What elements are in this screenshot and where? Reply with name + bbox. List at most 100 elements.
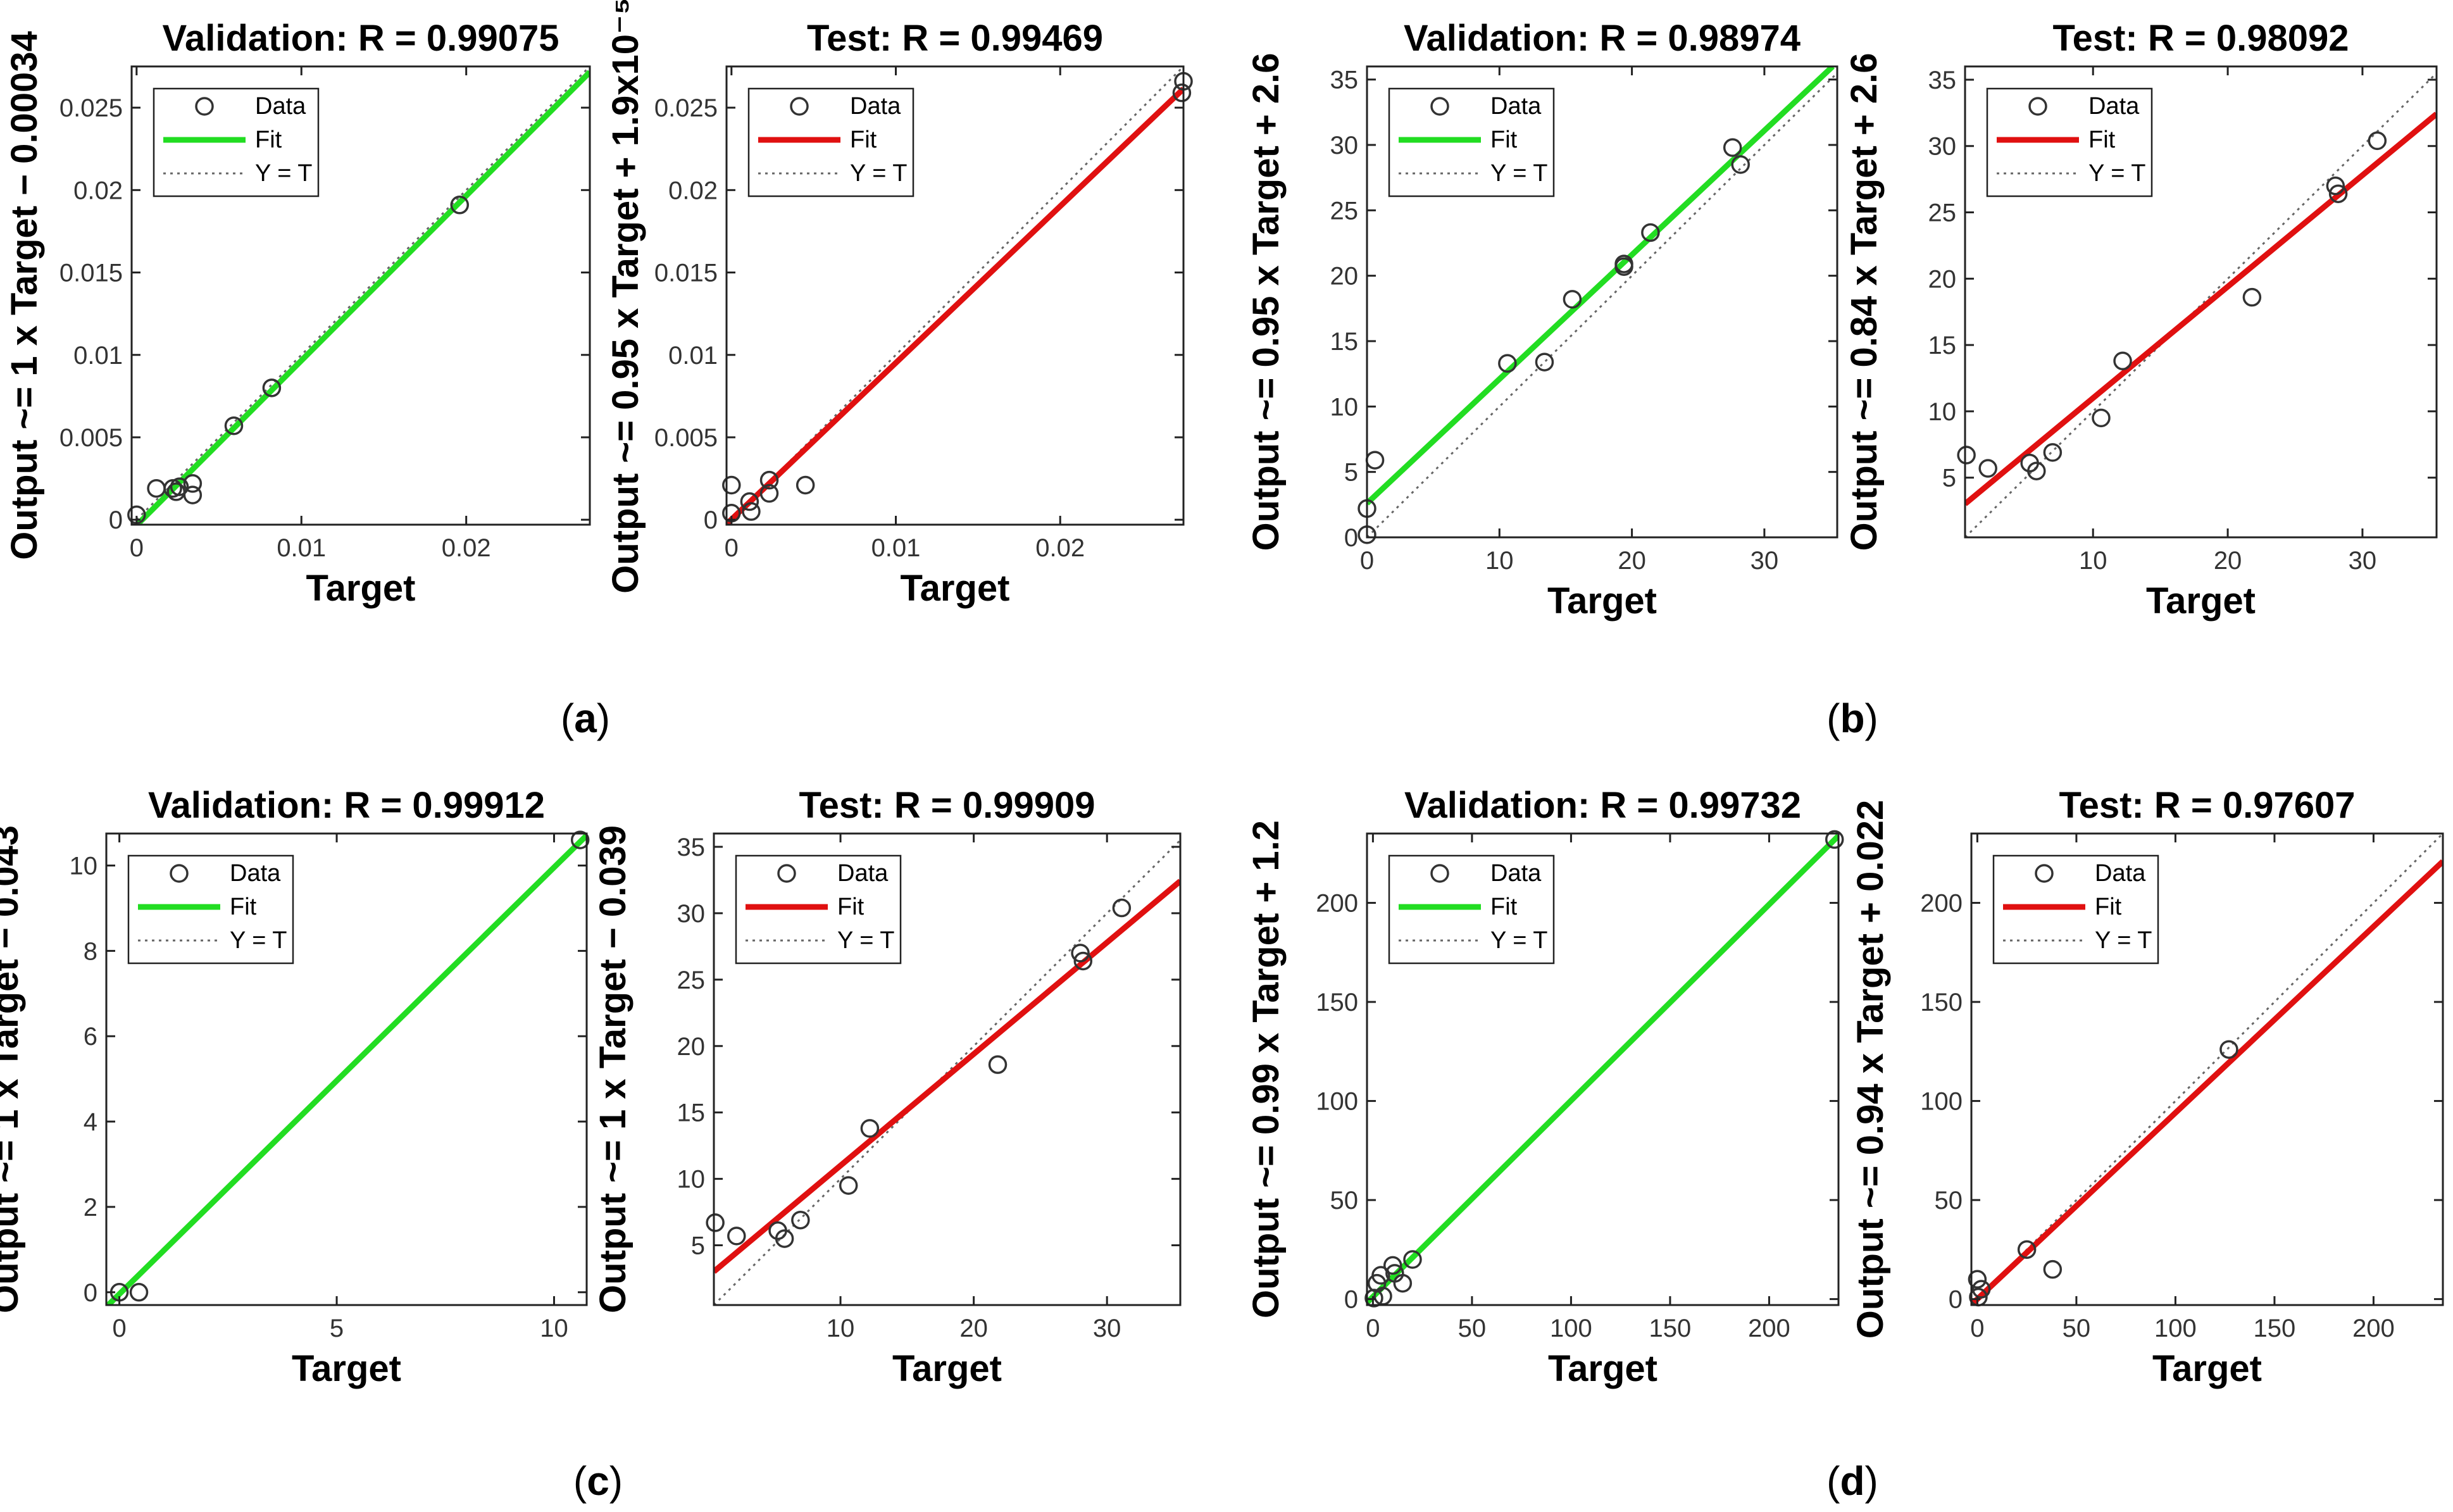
y-tick-label: 15 [1928,332,1957,359]
fit-line [106,834,587,1305]
x-tick-label: 10 [540,1315,568,1342]
data-point [988,1055,1008,1074]
y-tick-label: 20 [1330,263,1359,291]
y-tick-label: 0 [704,506,718,534]
y-tick-label: 35 [677,834,706,861]
data-point [1112,898,1132,918]
y-tick-label: 50 [1935,1187,1963,1215]
x-tick-label: 0 [1970,1315,1984,1342]
y-tick-label: 0.015 [59,259,123,287]
chart-title: Validation: R = 0.99075 [162,18,559,59]
y-tick-label: 0.005 [59,424,123,452]
legend-marker-data [1430,864,1449,883]
x-tick-label: 0 [1366,1315,1380,1342]
legend: Data Fit Y = T [1992,854,2159,965]
chart-title: Validation: R = 0.98974 [1404,18,1801,59]
chart-panel-b-validation: 0 10 20 30 0 5 10 15 20 25 30 35 Validation: R = 0.9… [1245,18,1838,622]
axes-frame [1366,65,1838,539]
data-point [2328,184,2348,203]
x-tick-label: 30 [1093,1315,1121,1342]
data-point [570,830,590,849]
legend-marker-data [1430,97,1449,116]
x-axis-label: Target [306,568,416,609]
data-point [262,378,282,397]
x-axis-label: Target [2152,1348,2262,1389]
data-point [183,485,203,504]
data-point [727,1227,746,1246]
x-tick-label: 5 [330,1315,344,1342]
y-tick-label: 100 [1316,1088,1358,1116]
data-point [2027,461,2046,480]
axes-frame [105,832,588,1306]
legend-label-fit: Fit [1490,894,1518,920]
y-tick-label: 0.02 [668,177,718,204]
legend-label-fit: Fit [2095,894,2122,920]
legend-label-data: Data [2095,860,2146,887]
y-tick-label: 0.01 [73,342,123,370]
x-tick-label: 0 [130,534,144,562]
y-tick-label: 2 [84,1194,97,1221]
axes-frame [130,65,591,526]
legend: Data Fit Y = T [127,854,294,965]
y-tick-label: 0 [84,1279,97,1307]
data-point [722,475,741,495]
data-point [129,1283,149,1302]
data-point [860,1119,880,1138]
data-point [796,475,815,495]
x-tick-label: 200 [2352,1315,2395,1342]
x-tick-label: 100 [1550,1315,1592,1342]
y-tick-label: 0 [1949,1286,1963,1314]
chart-panel-a-validation: 0 0.01 0.02 0 0.005 0.01 0.015 0.02 0.025 Validat… [4,18,591,609]
data-point [2326,176,2345,196]
y-tick-label: 25 [1928,199,1957,227]
data-point [1535,353,1554,372]
data-point [2368,131,2387,151]
y-axis-label: Output ~= 0.95 x Target + 1.9x10⁻⁵ [605,0,646,594]
y-tick-label: 5 [1942,465,1956,492]
fit-line [1965,111,2437,506]
legend-label-identity: Y = T [2088,160,2146,187]
legend-label-fit: Fit [255,127,282,153]
y-axis-label: Output ~= 0.95 x Target + 2.6 [1245,53,1287,551]
chart-title: Test: R = 0.98092 [2052,18,2349,59]
x-tick-label: 0.02 [442,534,491,562]
fit-line [135,70,590,525]
x-tick-label: 100 [2154,1315,2197,1342]
data-point [1071,944,1090,963]
y-axis-label: Output ~= 1 x Target − 0.00034 [4,31,45,559]
caption-c: (c) [573,1458,623,1504]
x-tick-label: 150 [1649,1315,1692,1342]
identity-line [1367,72,1837,537]
data-point [1957,446,1976,465]
legend: Data Fit Y = T [1388,87,1555,197]
chart-panel-a-test: 0 0.01 0.02 0 0.005 0.01 0.015 0.02 0.025 Test: R… [605,0,1193,609]
legend-label-data: Data [2088,93,2140,120]
data-point [1641,223,1660,242]
axes-frame [1964,65,2438,539]
legend-label-data: Data [837,860,889,887]
x-tick-label: 200 [1748,1315,1790,1342]
legend-label-data: Data [1490,860,1542,887]
data-point [2113,351,2132,371]
data-point [1383,1256,1402,1275]
legend: Data Fit Y = T [735,854,902,965]
legend-marker-data [2035,864,2054,883]
x-tick-label: 50 [2063,1315,2091,1342]
caption-a: (a) [561,696,610,741]
y-tick-label: 0.01 [668,342,718,370]
x-axis-label: Target [1548,1348,1657,1389]
legend-marker-data [195,97,214,116]
legend: Data Fit Y = T [153,87,320,197]
y-tick-label: 50 [1330,1187,1359,1215]
legend-label-fit: Fit [837,894,864,920]
legend-label-fit: Fit [850,127,877,153]
y-axis-label: Output ~= 0.94 x Target + 0.022 [1850,800,1891,1339]
x-tick-label: 20 [2214,547,2242,575]
y-tick-label: 10 [1330,393,1359,421]
y-tick-label: 0.025 [654,94,718,122]
y-tick-label: 15 [1330,328,1359,356]
y-tick-label: 6 [84,1023,97,1051]
identity-line [1965,72,2437,537]
data-point [2219,1040,2238,1059]
